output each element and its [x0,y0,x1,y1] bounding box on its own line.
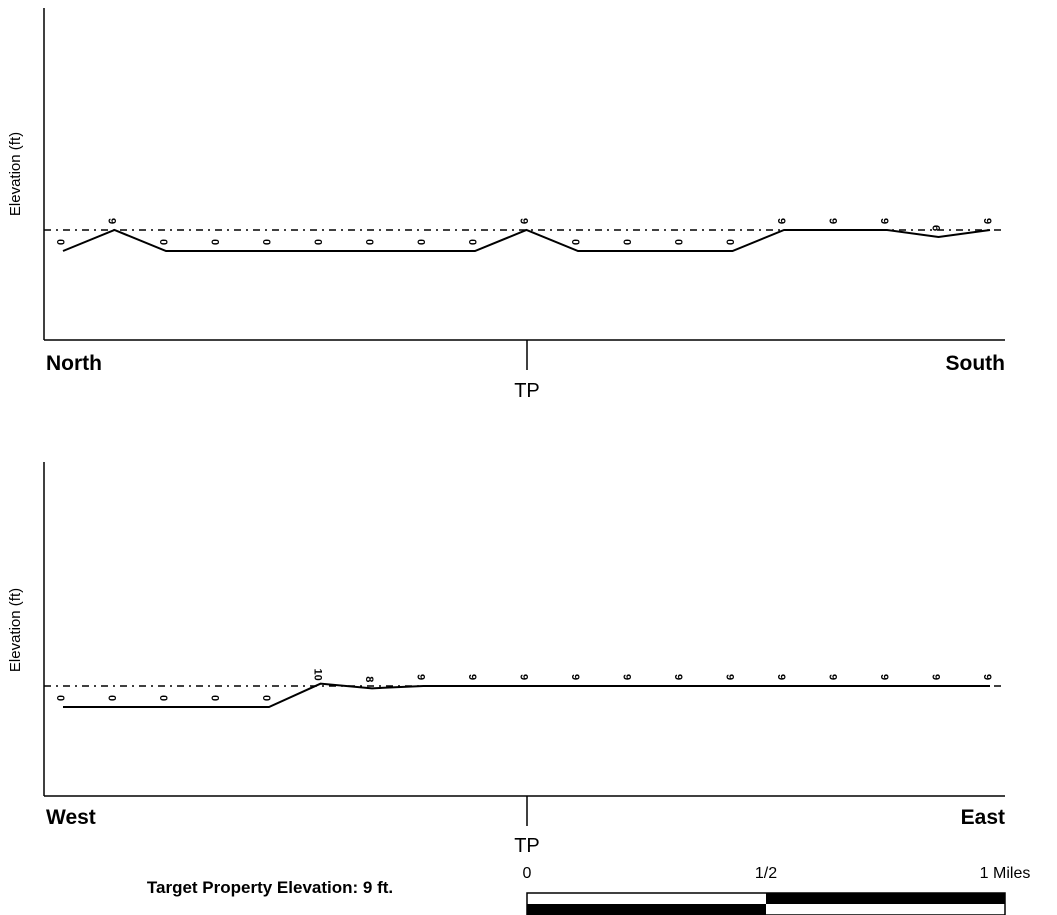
scale-bar-segment-lower [527,904,766,915]
elevation-point-label: 9 [827,674,839,680]
elevation-point-label: 0 [157,695,169,701]
elevation-point-label: 0 [260,695,272,701]
elevation-point-label: 8 [363,676,375,682]
elevation-point-label: 9 [827,218,839,224]
tp-label: TP [514,835,540,857]
elevation-point-label: 6 [930,225,942,231]
direction-label-start: North [46,352,102,375]
elevation-point-label: 0 [54,695,66,701]
elevation-point-label: 9 [106,218,118,224]
scale-label-half: 1/2 [755,865,777,882]
tp-label: TP [514,380,540,402]
elevation-point-label: 0 [106,695,118,701]
elevation-point-label: 9 [518,674,530,680]
elevation-profile-line [62,228,991,252]
elevation-point-label: 0 [312,239,324,245]
scale-label-1-mile: 1 Miles [980,865,1031,882]
elevation-point-label: 0 [54,239,66,245]
elevation-profile-line [63,682,990,708]
elevation-point-label: 9 [415,674,427,680]
elevation-point-label: 9 [569,674,581,680]
elevation-point-label: 9 [878,218,890,224]
elevation-point-label: 9 [518,218,530,224]
elevation-point-label: 0 [621,239,633,245]
profile-marks: 0 0 0 0 0 10 8 9 9 9 9 9 9 9 9 9 9 9 9 [54,669,993,708]
elevation-point-label: 9 [672,674,684,680]
west-east-chart: Elevation (ft) West East TP 0 0 0 0 0 10 8 9 9 9 9… [7,462,1005,857]
elevation-point-label: 0 [363,239,375,245]
north-south-chart: Elevation (ft) North South TP 0 9 0 0 0 0 0 0 0 9… [7,8,1005,402]
elevation-point-label: 0 [466,239,478,245]
elevation-point-label: 0 [209,695,221,701]
y-axis-label: Elevation (ft) [7,132,24,216]
elevation-point-label: 9 [981,218,993,224]
scale-label-0: 0 [523,865,532,882]
direction-label-start: West [46,806,96,829]
elevation-point-label: 0 [209,239,221,245]
elevation-point-label: 9 [981,674,993,680]
y-axis-label: Elevation (ft) [7,588,24,672]
elevation-point-label: 0 [157,239,169,245]
elevation-point-label: 0 [415,239,427,245]
elevation-point-label: 10 [312,669,324,681]
elevation-point-label: 9 [466,674,478,680]
elevation-point-label: 0 [724,239,736,245]
target-property-elevation: Target Property Elevation: 9 ft. [147,878,393,897]
elevation-point-label: 0 [260,239,272,245]
elevation-point-label: 0 [672,239,684,245]
elevation-point-label: 9 [775,674,787,680]
elevation-point-label: 9 [724,674,736,680]
elevation-point-label: 9 [775,218,787,224]
elevation-point-label: 9 [930,674,942,680]
scale-bar-segment-upper [766,893,1005,904]
direction-label-end: South [946,352,1005,375]
elevation-point-label: 9 [621,674,633,680]
elevation-point-label: 0 [569,239,581,245]
scale-bar: 0 1/2 1 Miles [523,865,1031,915]
profile-marks: 0 9 0 0 0 0 0 0 0 9 0 0 0 0 9 9 9 6 9 [54,218,993,252]
direction-label-end: East [961,806,1005,829]
elevation-point-label: 9 [878,674,890,680]
